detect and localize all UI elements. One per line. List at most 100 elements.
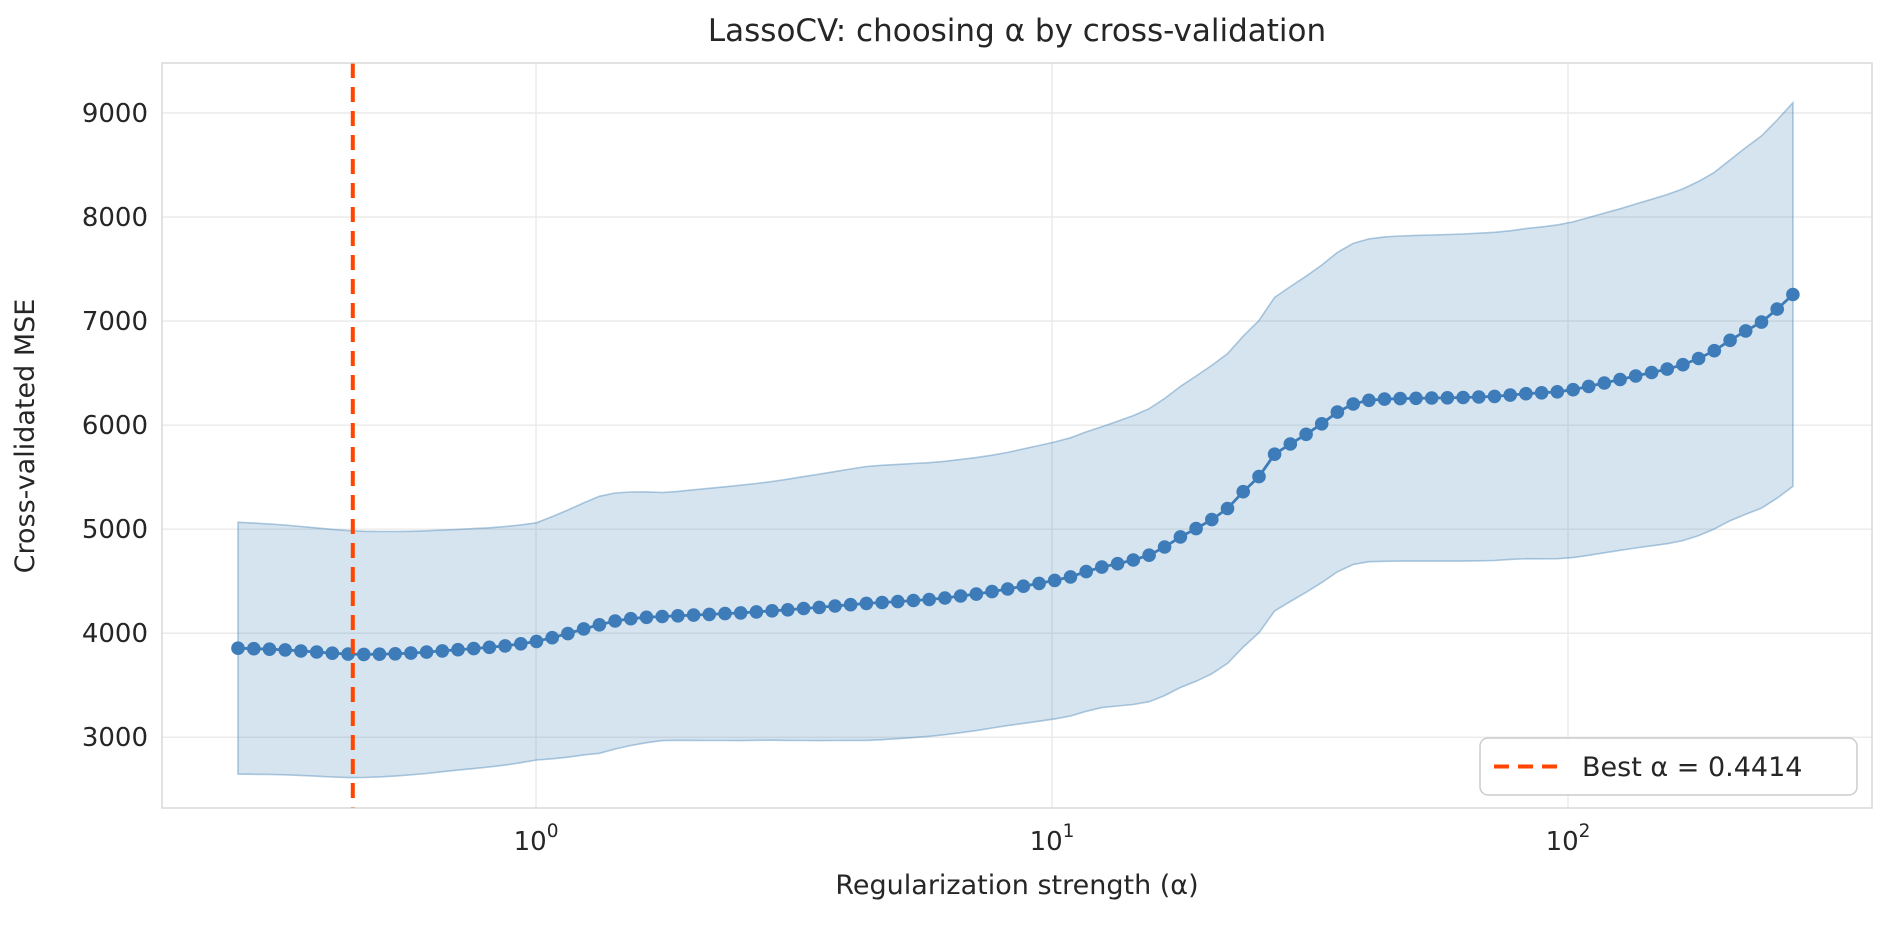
- cv-mse-point: [1786, 287, 1800, 302]
- cv-mse-point: [953, 589, 968, 603]
- cv-mse-point: [639, 610, 654, 625]
- cv-mse-point: [1676, 357, 1690, 372]
- x-tick-label: 101: [1030, 821, 1075, 857]
- cv-mse-point: [938, 591, 952, 605]
- cv-mse-point: [1472, 390, 1486, 404]
- cv-mse-point: [1142, 548, 1156, 562]
- cv-mse-point: [1550, 385, 1565, 399]
- cv-mse-point: [529, 634, 544, 649]
- cv-mse-point: [1220, 501, 1235, 516]
- cv-mse-point: [702, 607, 717, 622]
- cv-mse-point: [891, 594, 905, 609]
- cv-mse-point: [388, 647, 403, 661]
- cv-mse-point: [671, 609, 685, 623]
- cv-mse-point: [859, 596, 874, 611]
- cv-mse-point: [404, 646, 418, 660]
- y-tick-label: 6000: [82, 411, 148, 441]
- cv-mse-point: [309, 645, 324, 659]
- cv-mse-point: [1424, 391, 1439, 405]
- cv-mse-point: [624, 611, 638, 626]
- axes-spines: [161, 62, 1873, 809]
- cv-mse-point: [1173, 530, 1188, 544]
- y-tick-label: 9000: [82, 99, 148, 129]
- cv-mse-point: [1691, 351, 1706, 366]
- cv-mse-point: [482, 640, 497, 655]
- cv-mse-point: [985, 584, 999, 599]
- cv-mse-point: [545, 630, 559, 645]
- std-band: [237, 100, 1794, 779]
- cv-mse-point: [1660, 362, 1674, 376]
- cv-mse-point: [796, 601, 811, 616]
- cv-mse-point: [875, 595, 889, 610]
- cv-mse-point: [1205, 512, 1219, 527]
- cv-mse-point: [1770, 302, 1784, 316]
- cv-mse-point: [1000, 582, 1015, 596]
- cv-mse-point: [1095, 560, 1109, 574]
- cv-mse-point: [765, 604, 779, 618]
- cv-mse-point: [749, 605, 764, 619]
- cv-mse-point: [1330, 405, 1345, 419]
- cv-mse-point: [294, 644, 308, 658]
- cv-mse-point: [1456, 390, 1470, 405]
- cv-mse-point: [419, 645, 434, 659]
- cv-mse-point: [231, 641, 245, 655]
- cv-mse-point: [451, 642, 465, 657]
- mean-mse-line: [237, 293, 1794, 656]
- cv-mse-point: [1393, 391, 1407, 406]
- cv-mse-point: [1409, 391, 1423, 406]
- cv-mse-point: [1267, 447, 1282, 462]
- cv-mse-point: [1299, 427, 1313, 442]
- cv-mse-point: [325, 646, 340, 660]
- y-axis-label: Cross-validated MSE: [10, 299, 41, 574]
- cv-mse-point: [1377, 392, 1392, 406]
- x-tick-label: 100: [514, 821, 559, 857]
- cv-mse-point: [1597, 376, 1612, 390]
- cv-mse-point: [1252, 469, 1266, 484]
- cv-mse-point: [969, 587, 984, 601]
- cv-mse-point: [1566, 382, 1580, 397]
- legend-box: [1479, 737, 1858, 796]
- std-band-layer: [237, 100, 1794, 779]
- mean-line-layer: [237, 293, 1794, 656]
- cv-mse-point: [435, 644, 450, 658]
- grid-layer: [162, 63, 1872, 808]
- cv-mse-point: [1032, 576, 1046, 591]
- cv-mse-point: [498, 639, 512, 653]
- cv-mse-point: [1534, 386, 1549, 400]
- cv-mse-point: [1314, 417, 1329, 431]
- cv-mse-point: [1581, 379, 1596, 394]
- marker-layer: [231, 287, 1800, 662]
- cv-mse-point: [1236, 484, 1250, 499]
- x-axis-label: Regularization strength (α): [835, 870, 1198, 901]
- cv-mse-point: [655, 609, 669, 624]
- cv-mse-point: [922, 592, 936, 607]
- cv-mse-point: [1126, 553, 1141, 567]
- cv-mse-point: [466, 641, 481, 656]
- cv-mse-point: [1283, 437, 1298, 451]
- cv-mse-point: [1047, 573, 1062, 588]
- cv-mse-point: [686, 608, 701, 622]
- cv-mse-point: [592, 618, 607, 632]
- cv-mse-point: [1754, 315, 1769, 329]
- legend: Best α = 0.4414: [1479, 737, 1858, 796]
- cv-mse-point: [1628, 369, 1643, 383]
- cv-mse-point: [561, 626, 575, 641]
- cv-mse-point: [1110, 556, 1125, 571]
- cv-mse-point: [1157, 540, 1172, 554]
- tick-label-layer: 3000 4000 5000 6000 7000 8000 9000 100 101 102: [82, 99, 1591, 857]
- y-tick-label: 7000: [82, 307, 148, 337]
- cv-mse-point: [514, 637, 528, 651]
- y-tick-label: 4000: [82, 619, 148, 649]
- cv-mse-point: [1644, 365, 1659, 380]
- cv-mse-point: [608, 614, 622, 628]
- y-tick-label: 3000: [82, 723, 148, 753]
- x-tick-label: 102: [1546, 821, 1591, 857]
- cv-mse-point: [1362, 393, 1376, 408]
- cv-mse-point: [1063, 570, 1078, 584]
- cv-mse-point: [781, 603, 795, 617]
- legend-label: Best α = 0.4414: [1582, 752, 1802, 783]
- cv-mse-point: [1487, 389, 1502, 404]
- cv-mse-point: [278, 643, 293, 657]
